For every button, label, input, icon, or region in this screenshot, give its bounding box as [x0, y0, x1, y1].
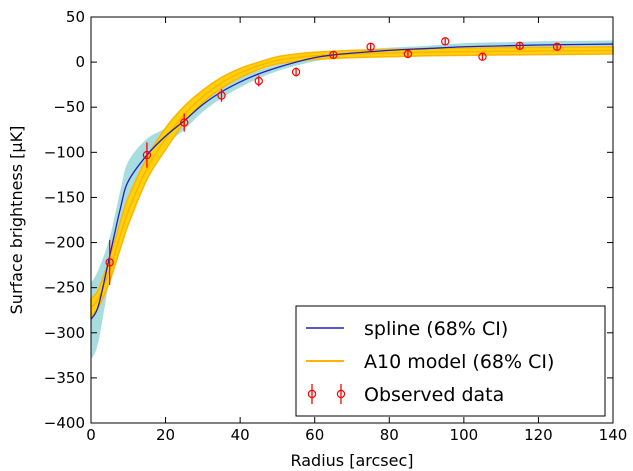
x-tick-label: 60 — [305, 426, 324, 444]
x-tick-label: 20 — [156, 426, 175, 444]
data-marker — [142, 150, 152, 160]
observed-data-points — [105, 37, 562, 285]
x-tick-label: 120 — [524, 426, 553, 444]
observed-data-point — [441, 37, 450, 46]
observed-data-point — [478, 52, 487, 61]
legend-swatch-observed — [307, 384, 346, 404]
model-lines — [90, 43, 614, 320]
data-marker — [105, 258, 114, 267]
y-tick-label: 50 — [66, 8, 85, 26]
observed-data-point — [515, 41, 524, 51]
data-marker — [366, 42, 375, 51]
legend-label-observed: Observed data — [364, 384, 504, 406]
observed-data-point — [105, 239, 114, 285]
x-tick-label: 140 — [599, 426, 628, 444]
spline-line — [90, 43, 614, 320]
observed-data-point — [552, 42, 562, 51]
x-axis-label: Radius [arcsec] — [290, 451, 413, 470]
data-marker — [254, 76, 263, 86]
legend: spline (68% CI) A10 model (68% CI) Obser… — [295, 305, 606, 417]
data-marker — [180, 118, 189, 127]
data-marker — [403, 49, 413, 59]
a10-model-line — [90, 49, 614, 309]
data-marker — [217, 91, 226, 100]
data-marker — [515, 41, 524, 51]
data-marker — [329, 50, 338, 60]
data-marker — [552, 42, 562, 51]
observed-data-point — [366, 42, 375, 51]
data-marker — [291, 67, 301, 77]
y-tick-label: 0 — [75, 53, 85, 71]
legend-marker — [336, 389, 346, 399]
observed-data-point — [142, 142, 152, 168]
observed-data-point — [180, 113, 189, 132]
legend-label-spline: spline (68% CI) — [364, 318, 508, 340]
axis-ticks: 0 20 40 60 80 100 120 140 −400 −350 −300 −250 −200 −1… — [44, 8, 628, 444]
legend-label-a10: A10 model (68% CI) — [364, 351, 554, 373]
x-tick-label: 80 — [380, 426, 399, 444]
y-tick-label: −50 — [53, 98, 85, 116]
data-marker — [478, 52, 487, 61]
observed-data-point — [217, 89, 226, 102]
observed-data-point — [291, 67, 301, 77]
y-axis-label: Surface brightness [μK] — [7, 126, 26, 315]
legend-marker — [307, 389, 317, 399]
x-tick-label: 0 — [86, 426, 96, 444]
observed-data-point — [329, 50, 338, 60]
data-marker — [441, 37, 450, 46]
x-tick-label: 40 — [231, 426, 250, 444]
y-tick-label: −300 — [44, 324, 85, 342]
plot-frame — [90, 16, 614, 424]
observed-data-point — [403, 49, 413, 59]
observed-data-point — [254, 75, 263, 87]
a10-ci-band — [90, 46, 614, 319]
y-tick-label: −100 — [44, 143, 85, 161]
y-tick-label: −200 — [44, 234, 85, 252]
y-tick-label: −250 — [44, 279, 85, 297]
legend-box — [295, 305, 606, 417]
y-tick-label: −400 — [44, 414, 85, 432]
x-tick-label: 100 — [450, 426, 479, 444]
y-tick-label: −150 — [44, 188, 85, 206]
y-tick-label: −350 — [44, 369, 85, 387]
